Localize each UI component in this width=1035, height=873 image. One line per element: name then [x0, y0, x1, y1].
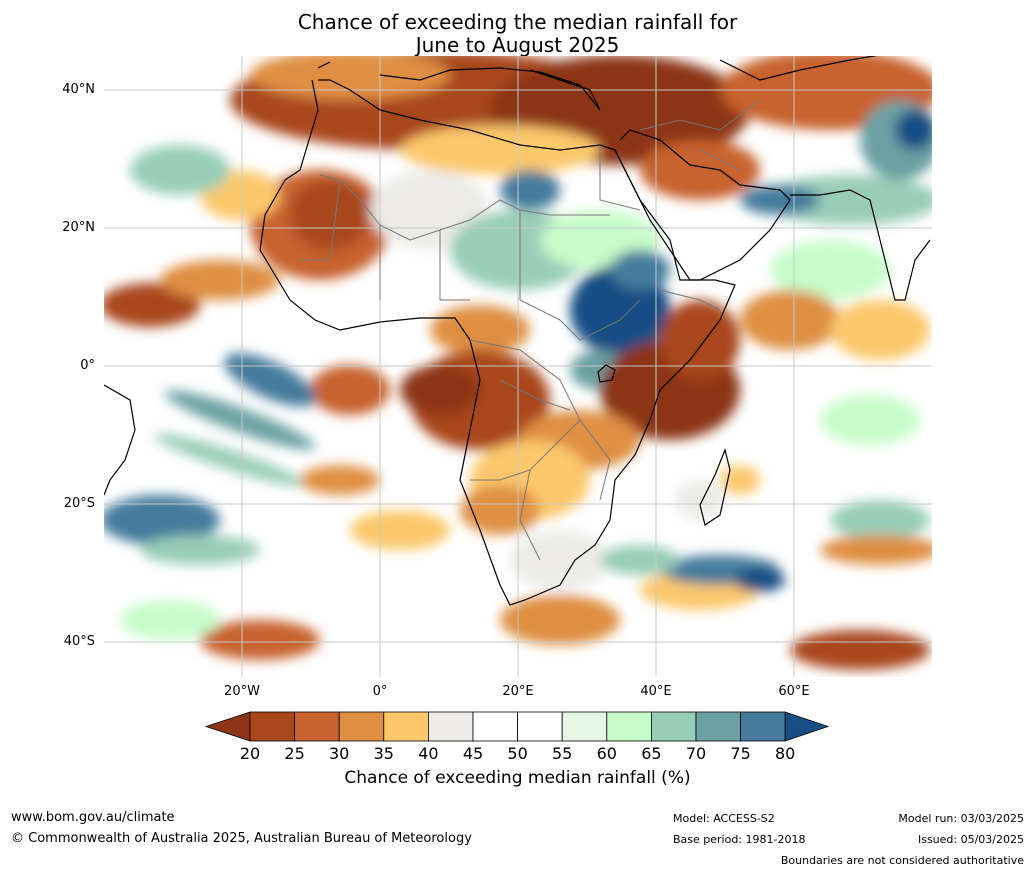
colorbar-swatch: [383, 711, 429, 742]
colorbar-swatch: [294, 711, 340, 742]
colorbar-tick-label: 65: [641, 744, 662, 763]
colorbar-swatch: [427, 711, 474, 742]
lon-label-40e: 40°E: [640, 684, 672, 699]
lon-label-20e: 20°E: [502, 684, 534, 699]
colorbar-swatch: [651, 711, 697, 742]
colorbar-label: Chance of exceeding median rainfall (%): [344, 768, 691, 788]
colorbar-arrow-low: [204, 711, 251, 742]
colorbar-tick-label: 75: [730, 744, 751, 763]
colorbar-swatch: [517, 711, 563, 742]
colorbar-swatch: [695, 711, 741, 742]
colorbar-swatch: [338, 711, 385, 742]
footer-base-period: Base period: 1981-2018: [673, 833, 806, 846]
lon-label-0: 0°: [372, 684, 388, 699]
map-title-line-1: Chance of exceeding the median rainfall …: [297, 10, 738, 34]
colorbar-tick-label: 50: [507, 744, 528, 763]
colorbar-swatch: [606, 711, 652, 742]
footer-model-run: Model run: 03/03/2025: [898, 812, 1024, 825]
footer-disclaimer: Boundaries are not considered authoritat…: [780, 854, 1024, 867]
lat-label-20s: 20°S: [63, 496, 95, 511]
colorbar-tick-label: 30: [329, 744, 350, 763]
map-title-line-2: June to August 2025: [415, 33, 620, 57]
graticule: [104, 56, 932, 677]
lat-label-0: 0°: [80, 358, 95, 373]
colorbar-swatch: [740, 711, 786, 742]
colorbar-arrow-high: [784, 711, 830, 742]
footer-website: www.bom.gov.au/climate: [11, 810, 175, 825]
colorbar-tick-label: 25: [284, 744, 305, 763]
colorbar-tick-label: 60: [596, 744, 617, 763]
lat-label-40s: 40°S: [63, 634, 95, 649]
lon-label-60e: 60°E: [778, 684, 810, 699]
country-borders: [300, 99, 761, 561]
colorbar-tick-label: 45: [462, 744, 484, 763]
lat-label-20n: 20°N: [62, 220, 95, 235]
coastlines: [104, 56, 931, 606]
map-field: [104, 56, 932, 677]
lat-label-40n: 40°N: [62, 82, 95, 97]
colorbar-swatch: [561, 711, 608, 742]
colorbar-tick-label: 40: [418, 744, 439, 763]
colorbar-swatch: [472, 711, 518, 742]
colorbar-tick-label: 20: [239, 744, 261, 763]
footer-model: Model: ACCESS-S2: [673, 812, 775, 825]
colorbar-swatch: [249, 711, 295, 742]
colorbar-tick-label: 80: [775, 744, 796, 763]
colorbar-tick-label: 35: [373, 744, 394, 763]
colorbar-tick-label: 55: [552, 744, 573, 763]
lon-label-20w: 20°W: [224, 684, 260, 699]
colorbar-tick-label: 70: [685, 744, 707, 763]
footer-issued: Issued: 05/03/2025: [917, 833, 1024, 846]
footer-copyright: © Commonwealth of Australia 2025, Austra…: [11, 831, 472, 846]
